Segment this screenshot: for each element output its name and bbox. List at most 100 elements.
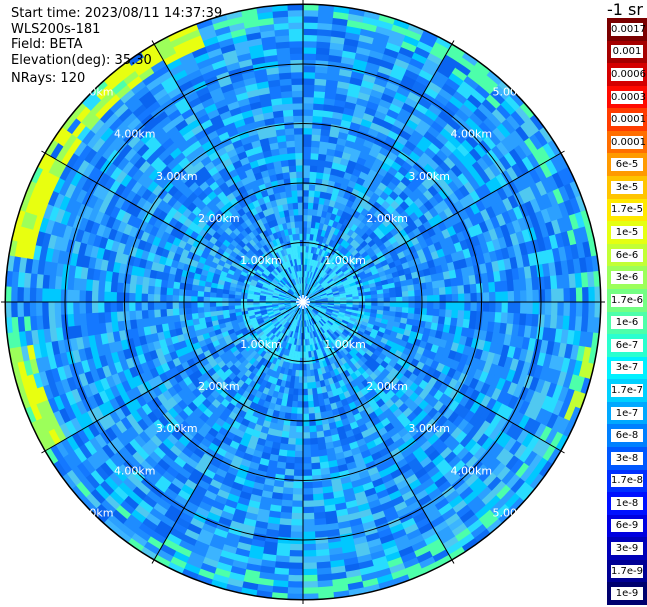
heatmap-cell bbox=[297, 401, 303, 409]
heatmap-cell bbox=[458, 184, 471, 198]
heatmap-cell bbox=[312, 393, 319, 402]
heatmap-cell bbox=[536, 441, 551, 459]
heatmap-cell bbox=[346, 304, 354, 308]
heatmap-cell bbox=[294, 450, 303, 458]
heatmap-cell bbox=[318, 197, 326, 205]
heatmap-cell bbox=[391, 271, 400, 279]
heatmap-cell bbox=[488, 291, 496, 303]
heatmap-cell bbox=[325, 237, 332, 246]
heatmap-cell bbox=[312, 109, 324, 117]
heatmap-cell bbox=[197, 290, 205, 297]
heatmap-cell bbox=[413, 197, 425, 209]
heatmap-cell bbox=[521, 228, 532, 244]
heatmap-cell bbox=[435, 36, 454, 50]
heatmap-cell bbox=[444, 278, 452, 288]
heatmap-cell bbox=[394, 155, 406, 167]
heatmap-cell bbox=[339, 246, 347, 254]
heatmap-cell bbox=[512, 279, 521, 292]
heatmap-cell bbox=[314, 296, 322, 299]
heatmap-cell bbox=[302, 568, 318, 576]
heatmap-cell bbox=[184, 295, 192, 302]
heatmap-cell bbox=[537, 146, 552, 164]
heatmap-cell bbox=[345, 291, 353, 296]
heatmap-cell bbox=[372, 83, 387, 94]
heatmap-cell bbox=[490, 413, 503, 428]
heatmap-cell bbox=[360, 321, 369, 327]
heatmap-cell bbox=[303, 189, 310, 197]
heatmap-cell bbox=[526, 289, 534, 303]
heatmap-cell bbox=[314, 305, 322, 308]
heatmap-cell bbox=[311, 215, 317, 223]
heatmap-cell bbox=[524, 118, 540, 135]
heatmap-cell bbox=[366, 154, 377, 164]
heatmap-cell bbox=[326, 186, 335, 195]
heatmap-cell bbox=[424, 252, 434, 263]
heatmap-cell bbox=[513, 144, 528, 161]
heatmap-cell bbox=[159, 308, 168, 317]
heatmap-cell bbox=[485, 180, 498, 194]
heatmap-cell bbox=[498, 80, 515, 97]
heatmap-cell bbox=[421, 114, 436, 127]
heatmap-cell bbox=[542, 444, 557, 462]
heatmap-cell bbox=[496, 123, 512, 139]
heatmap-cell bbox=[580, 272, 589, 289]
heatmap-cell bbox=[367, 127, 380, 138]
heatmap-cell bbox=[448, 269, 457, 280]
heatmap-cell bbox=[303, 158, 311, 166]
heatmap-cell bbox=[385, 273, 394, 280]
heatmap-cell bbox=[302, 506, 315, 514]
heatmap-cell bbox=[324, 192, 333, 201]
heatmap-cell bbox=[304, 283, 308, 290]
heatmap-cell bbox=[302, 432, 311, 440]
heatmap-cell bbox=[480, 208, 491, 222]
heatmap-cell bbox=[533, 457, 549, 475]
heatmap-cell bbox=[375, 313, 384, 320]
heatmap-cell bbox=[469, 401, 481, 415]
heatmap-cell bbox=[401, 307, 409, 314]
heatmap-cell bbox=[319, 290, 327, 295]
heatmap-cell bbox=[512, 384, 524, 399]
heatmap-cell bbox=[341, 266, 349, 273]
heatmap-cell bbox=[500, 223, 511, 238]
heatmap-cell bbox=[424, 147, 437, 160]
heatmap-cell bbox=[466, 265, 476, 277]
heatmap-cell bbox=[327, 303, 335, 306]
heatmap-cell bbox=[308, 406, 315, 415]
heatmap-cell bbox=[326, 224, 333, 233]
heatmap-cell bbox=[364, 302, 372, 306]
heatmap-cell bbox=[507, 302, 515, 314]
heatmap-cell bbox=[509, 256, 519, 270]
heatmap-cell bbox=[352, 302, 360, 306]
heatmap-cell bbox=[326, 276, 333, 283]
heatmap-cell bbox=[309, 233, 314, 241]
heatmap-cell bbox=[367, 55, 383, 67]
heatmap-cell bbox=[351, 258, 359, 266]
heatmap-cell bbox=[334, 320, 342, 327]
heatmap-cell bbox=[445, 100, 461, 115]
heatmap-cell bbox=[479, 263, 488, 275]
heatmap-cell bbox=[507, 194, 520, 210]
heatmap-cell bbox=[330, 29, 347, 39]
heatmap-cell bbox=[498, 433, 512, 449]
heatmap-cell bbox=[184, 301, 192, 309]
heatmap-cell bbox=[489, 375, 501, 389]
heatmap-cell bbox=[309, 271, 313, 279]
heatmap-cell bbox=[448, 214, 459, 227]
heatmap-cell bbox=[362, 73, 377, 84]
heatmap-cell bbox=[313, 246, 318, 255]
heatmap-cell bbox=[539, 223, 550, 239]
heatmap-cell bbox=[422, 373, 433, 384]
heatmap-cell bbox=[418, 214, 429, 225]
heatmap-cell bbox=[331, 220, 339, 229]
heatmap-cell bbox=[165, 301, 173, 310]
heatmap-cell bbox=[454, 326, 463, 337]
heatmap-cell bbox=[333, 276, 340, 282]
heatmap-cell bbox=[221, 305, 229, 311]
heatmap-cell bbox=[411, 51, 428, 65]
heatmap-cell bbox=[420, 91, 436, 105]
heatmap-cell bbox=[375, 25, 393, 37]
heatmap-cell bbox=[414, 102, 429, 115]
heatmap-cell bbox=[523, 388, 536, 404]
heatmap-cell bbox=[487, 112, 503, 129]
